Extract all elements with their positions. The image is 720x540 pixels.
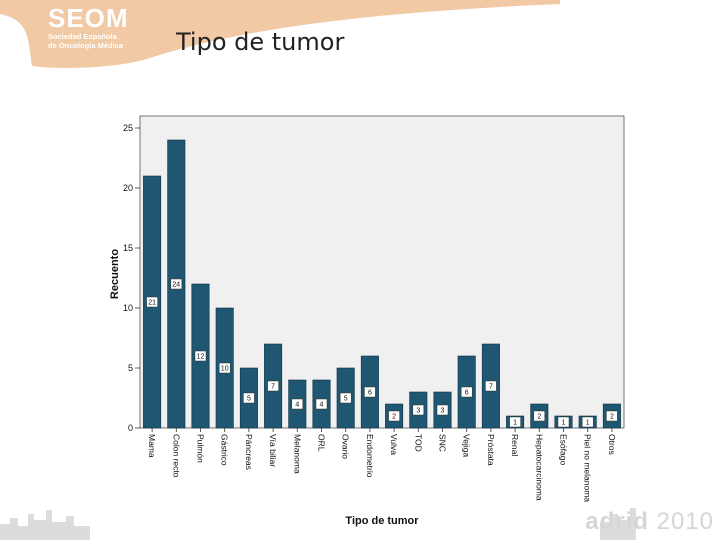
data-label: 6 [465,390,469,397]
data-label-box [218,362,231,374]
y-tick-label: 25 [123,123,133,133]
y-tick-label: 10 [123,303,133,313]
data-label-box [194,350,207,362]
plot-area [139,115,625,429]
x-tick-label: ORL [317,434,327,452]
logo-main-text: SEOM [48,3,129,33]
slide-title: Tipo de tumor [176,28,345,56]
city-skyline-decoration [0,508,636,540]
data-label-box [243,392,255,404]
x-tick-label: Vejiga [462,434,472,457]
data-label-box [581,416,594,428]
data-label: 10 [221,366,229,373]
x-tick-label: Ovario [341,434,351,459]
x-tick-label: Renal [510,434,520,456]
x-tick-label: Colon recto [171,434,181,478]
x-tick-label: Otros [607,434,617,455]
data-label-box [170,278,183,290]
data-label-box [364,386,376,398]
x-tick-label: Pulmón [196,434,206,463]
data-label: 4 [295,402,299,409]
data-label: 4 [320,402,324,409]
x-tick-label: Melanoma [292,434,302,474]
data-label-box [267,380,279,392]
data-label: 2 [537,414,541,421]
x-tick-label: Hepatocarcinoma [534,434,544,501]
x-tick-label: Endometrio [365,434,375,478]
data-label-box [436,404,449,416]
logo-banner [0,0,560,68]
y-tick-label: 20 [123,183,133,193]
x-tick-label: Gástrico [220,434,230,466]
y-tick-label: 5 [128,363,133,373]
data-label: 12 [197,354,205,361]
seom-logo: SEOM Sociedad Española de Oncología Médi… [48,4,129,50]
x-tick-label: Vía biliar [268,434,278,467]
x-tick-label: Piel no melanoma [583,434,593,502]
data-label-box [485,380,497,392]
y-tick-label: 15 [123,243,133,253]
data-label: 1 [513,420,517,427]
data-label: 5 [344,396,348,403]
data-label-box [509,416,521,428]
x-tick-label: Esófago [559,434,569,465]
data-label: 7 [271,384,275,391]
x-tick-label: Páncreas [244,434,254,470]
footer-brand: adrid 2010 [585,508,714,536]
data-label-box [557,416,570,428]
y-axis-label: Recuento [109,249,121,299]
data-label: 3 [416,408,420,415]
data-label: 2 [392,414,396,421]
x-tick-label: Mama [147,434,157,458]
x-tick-label: Vulva [389,434,399,455]
footer-year: 2010 [656,508,714,535]
data-label: 24 [172,282,180,289]
data-label-box [533,410,546,422]
data-label: 3 [441,408,445,415]
data-label: 7 [489,384,493,391]
data-label: 1 [586,420,590,427]
x-tick-label: SNC [438,434,448,452]
data-label-box [315,398,328,410]
data-label: 5 [247,396,251,403]
data-label-box [606,410,618,422]
footer-brand-text: adrid [585,508,649,535]
x-tick-label: Próstata [486,434,496,466]
data-label-box [388,410,400,422]
data-label-box [460,386,473,398]
y-tick-label: 0 [128,423,133,433]
data-label-box [339,392,352,404]
x-axis-label: Tipo de tumor [345,515,419,527]
logo-line-2: de Oncología Médica [48,41,124,50]
data-label-box [146,296,158,308]
data-label: 21 [148,300,156,307]
data-label: 6 [368,390,372,397]
data-label-box [412,404,425,416]
data-label: 2 [610,414,614,421]
logo-line-1: Sociedad Española [48,32,117,41]
data-label-box [291,398,304,410]
data-label: 1 [562,420,566,427]
x-tick-label: TOD [413,434,423,452]
